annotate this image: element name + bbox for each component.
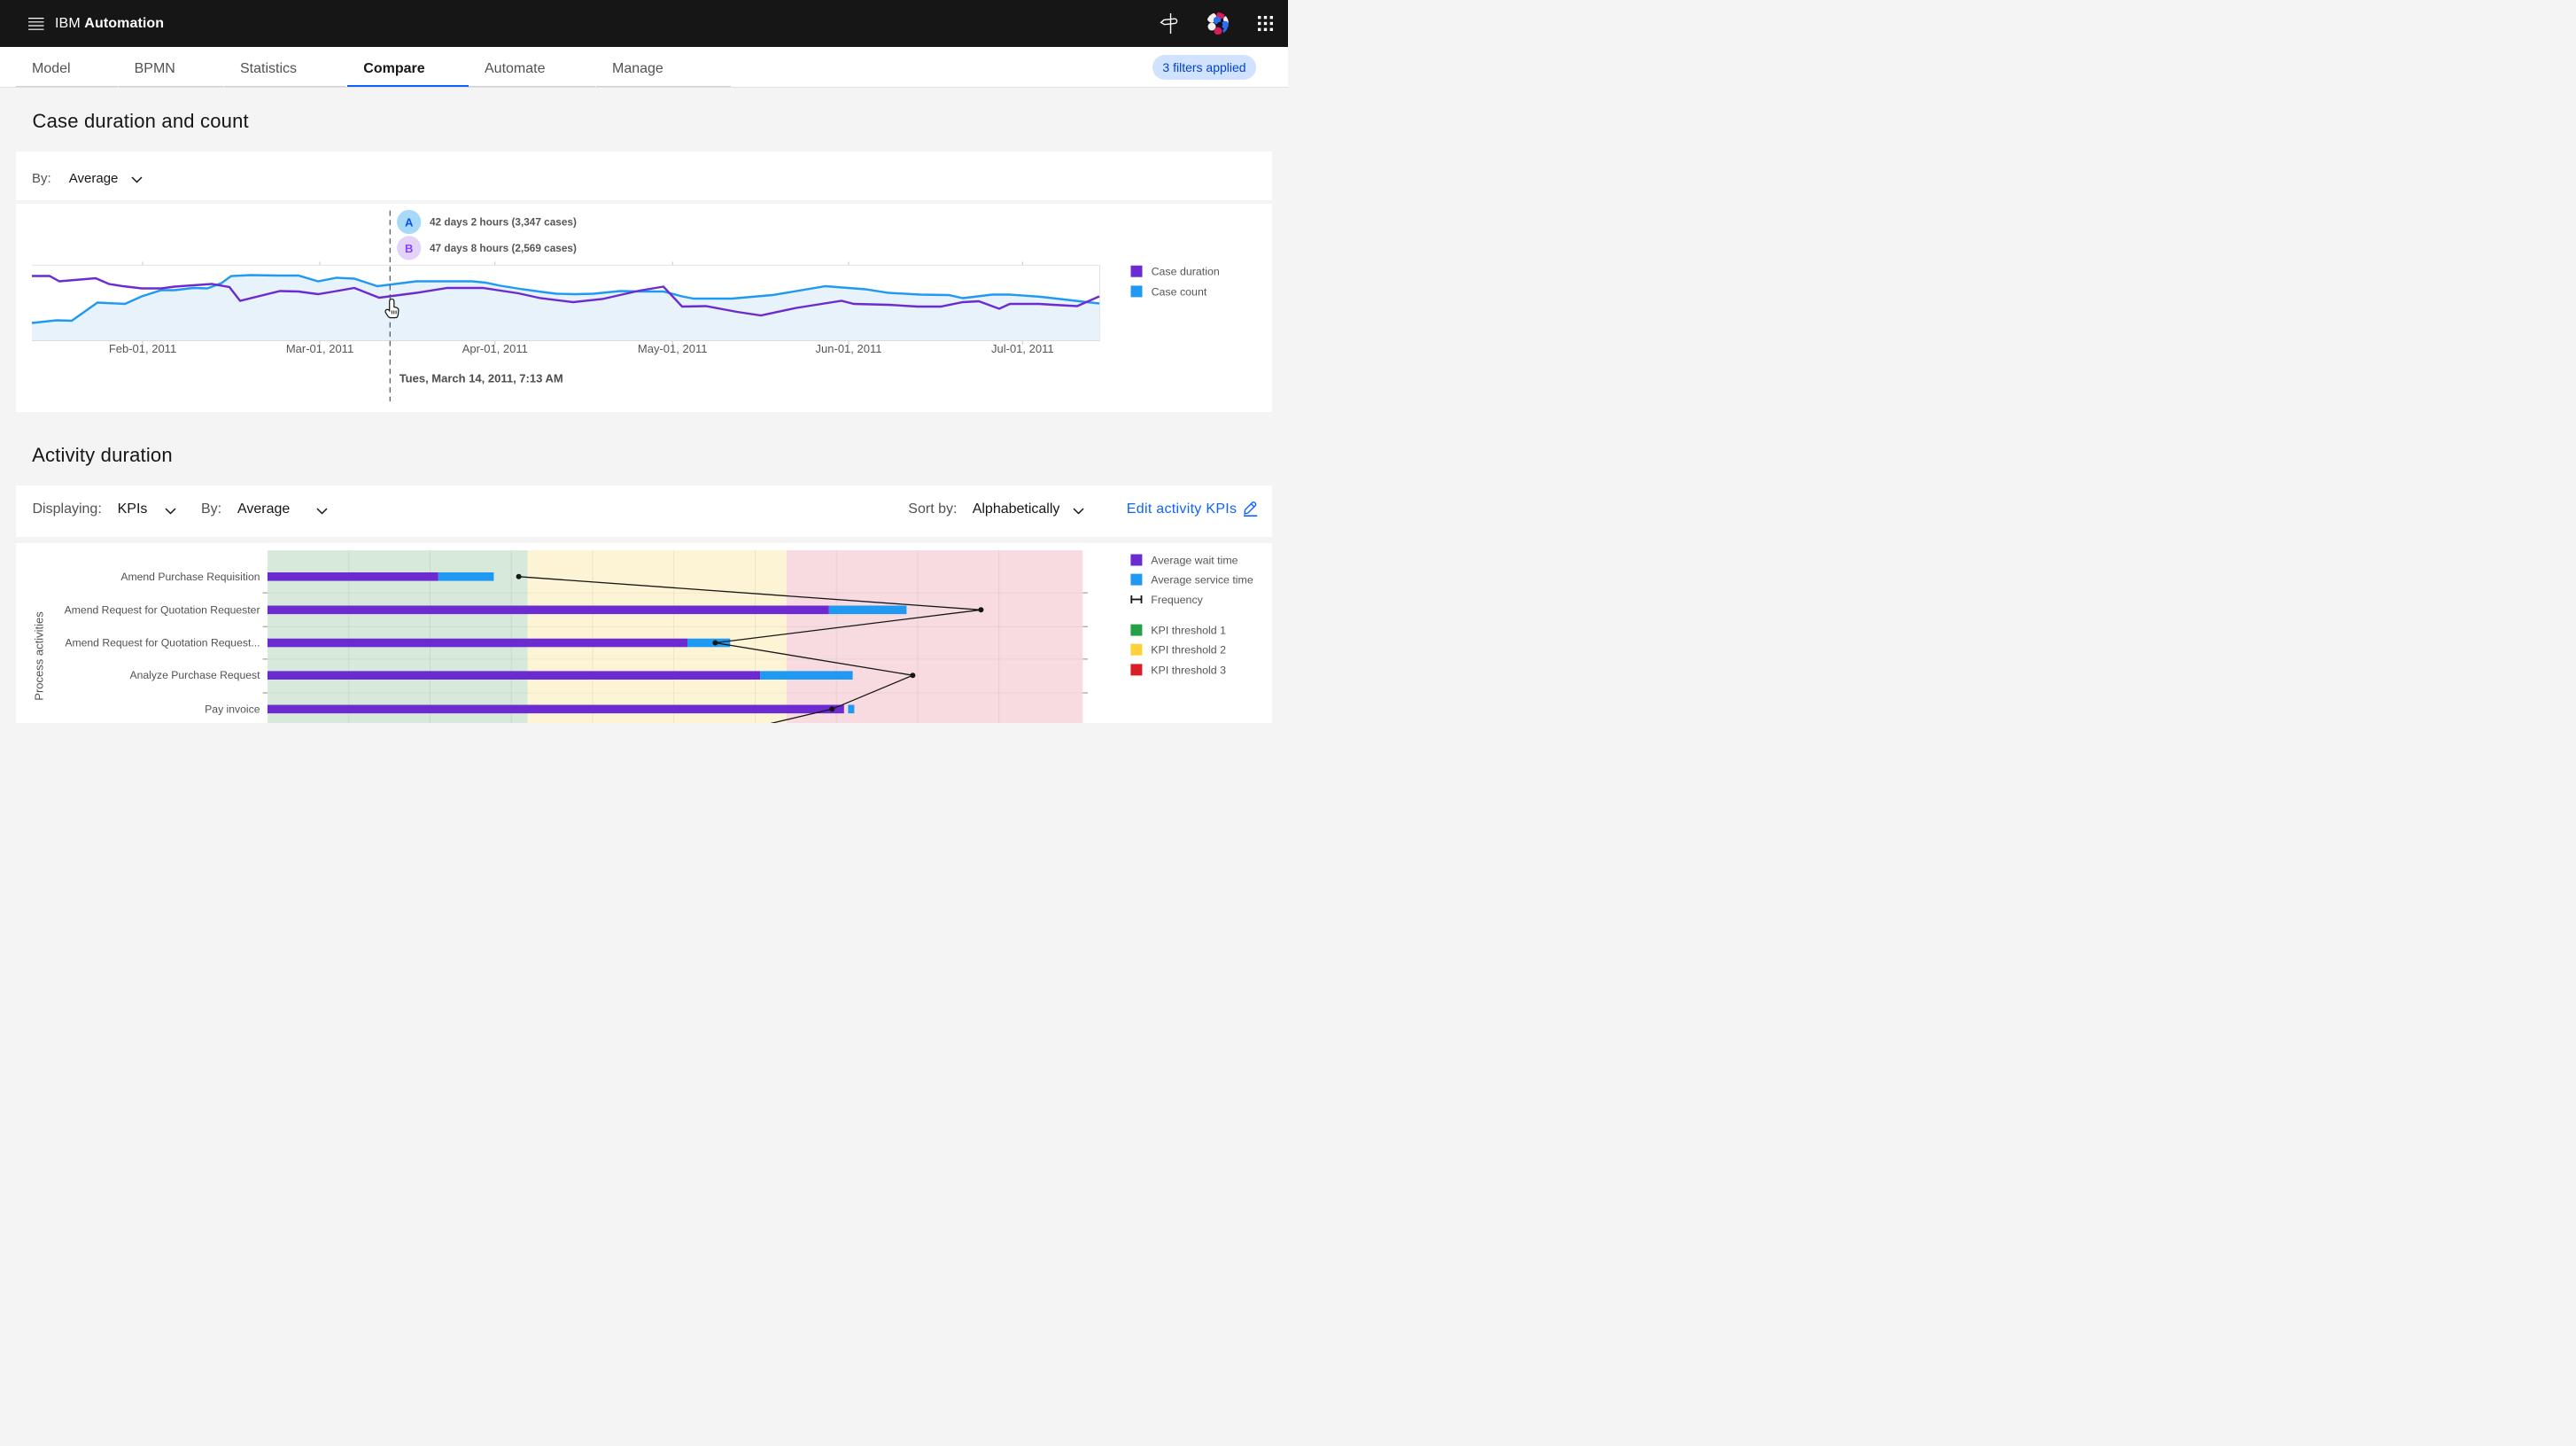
svg-text:Amend Purchase Requisition: Amend Purchase Requisition: [120, 570, 260, 582]
svg-text:Amend Request for Quotation Re: Amend Request for Quotation Requester: [65, 603, 260, 616]
svg-text:Feb-01, 2011: Feb-01, 2011: [109, 342, 176, 355]
svg-text:Jul-01, 2011: Jul-01, 2011: [991, 342, 1054, 355]
svg-text:Analyze Purchase Request: Analyze Purchase Request: [129, 669, 260, 681]
svg-text:Case count: Case count: [1152, 285, 1207, 298]
svg-text:Pay invoice: Pay invoice: [205, 703, 260, 715]
svg-text:Process activities: Process activities: [33, 610, 46, 700]
svg-text:Frequency: Frequency: [1151, 594, 1203, 606]
svg-text:Average wait time: Average wait time: [1151, 554, 1238, 566]
svg-text:A: A: [405, 216, 414, 229]
svg-text:KPI threshold 3: KPI threshold 3: [1151, 664, 1226, 676]
svg-text:KPI threshold 1: KPI threshold 1: [1151, 624, 1226, 636]
svg-text:May-01, 2011: May-01, 2011: [638, 342, 708, 355]
svg-text:Apr-01, 2011: Apr-01, 2011: [462, 342, 528, 355]
svg-text:Tues, March 14, 2011, 7:13 AM: Tues, March 14, 2011, 7:13 AM: [400, 372, 563, 385]
svg-text:42 days 2 hours (3,347 cases): 42 days 2 hours (3,347 cases): [430, 216, 577, 229]
svg-text:Jun-01, 2011: Jun-01, 2011: [816, 342, 882, 355]
svg-text:Mar-01, 2011: Mar-01, 2011: [286, 342, 353, 355]
svg-text:Average service time: Average service time: [1151, 573, 1253, 586]
svg-text:47 days 8 hours (2,569 cases): 47 days 8 hours (2,569 cases): [430, 242, 577, 254]
svg-text:Case duration: Case duration: [1152, 266, 1220, 278]
svg-text:Amend Request for Quotation Re: Amend Request for Quotation Request...: [65, 636, 260, 649]
svg-text:KPI threshold 2: KPI threshold 2: [1151, 643, 1226, 656]
svg-text:B: B: [405, 242, 413, 255]
